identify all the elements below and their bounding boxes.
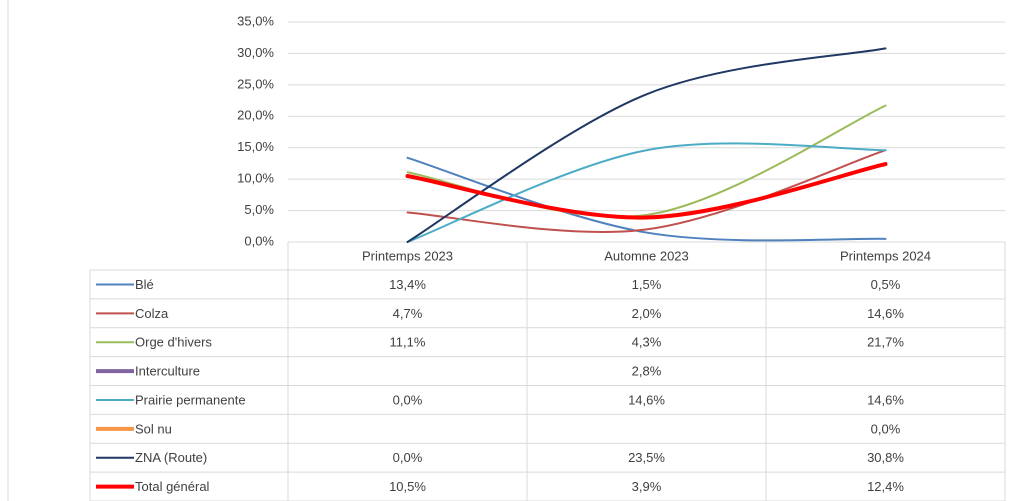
legend-label: ZNA (Route) [135, 450, 207, 465]
x-tick-label: Printemps 2024 [840, 248, 931, 263]
y-tick-label: 10,0% [237, 171, 274, 186]
table-value: 0,0% [871, 421, 901, 436]
series-line [406, 142, 887, 243]
table-value: 14,6% [867, 306, 904, 321]
legend-label: Total général [135, 479, 210, 494]
table-value: 4,7% [393, 306, 423, 321]
series-line [406, 156, 887, 242]
legend-label: Blé [135, 277, 154, 292]
y-tick-label: 15,0% [237, 139, 274, 154]
y-tick-label: 20,0% [237, 108, 274, 123]
x-tick-label: Printemps 2023 [362, 248, 453, 263]
table-value: 1,5% [632, 277, 662, 292]
series-line [405, 162, 888, 220]
y-tick-label: 25,0% [237, 76, 274, 91]
table-value: 21,7% [867, 335, 904, 350]
table-value: 0,5% [871, 277, 901, 292]
legend-label: Colza [135, 306, 169, 321]
y-tick-label: 30,0% [237, 45, 274, 60]
table-value: 30,8% [867, 450, 904, 465]
table-value: 14,6% [628, 392, 665, 407]
table-value: 0,0% [393, 392, 423, 407]
table-value: 2,8% [632, 364, 662, 379]
y-tick-label: 35,0% [237, 13, 274, 28]
table-value: 11,1% [390, 335, 426, 350]
table-value: 14,6% [867, 392, 904, 407]
table-value: 12,4% [867, 479, 904, 494]
y-tick-label: 5,0% [244, 202, 274, 217]
table-value: 23,5% [628, 450, 665, 465]
table-value: 13,4% [389, 277, 426, 292]
table-value: 4,3% [632, 335, 662, 350]
legend-label: Sol nu [135, 421, 172, 436]
table-value: 2,0% [632, 306, 662, 321]
legend-label: Prairie permanente [135, 392, 246, 407]
y-tick-label: 0,0% [244, 233, 274, 248]
table-value: 10,5% [389, 479, 426, 494]
series-line [406, 104, 887, 218]
table-value: 3,9% [632, 479, 662, 494]
series-line [406, 149, 887, 233]
x-tick-label: Automne 2023 [604, 248, 689, 263]
series-line [406, 47, 887, 243]
legend-label: Orge d'hivers [135, 335, 212, 350]
table-value: 0,0% [393, 450, 423, 465]
legend-label: Interculture [135, 364, 200, 379]
